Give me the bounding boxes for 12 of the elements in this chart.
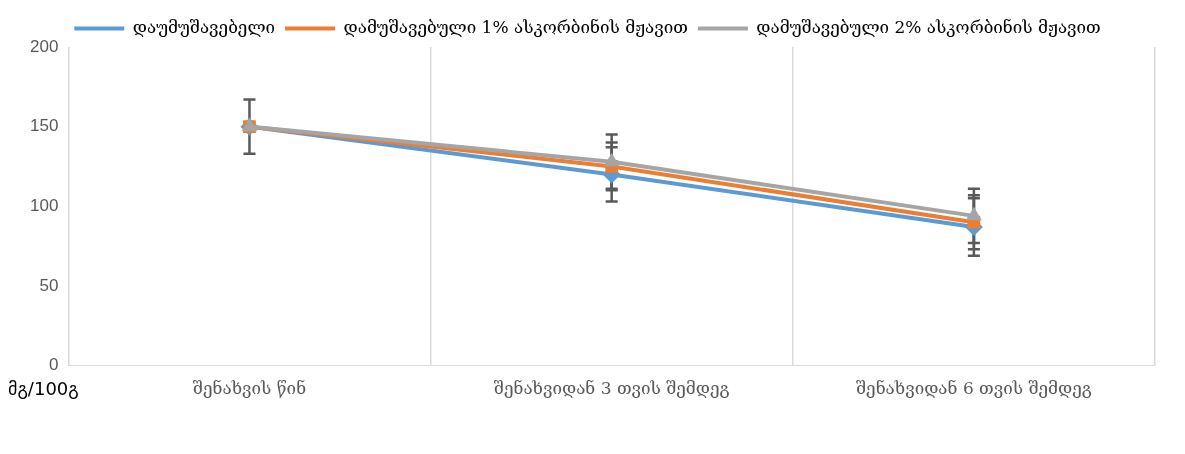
y-tick-label: 100 xyxy=(29,195,59,215)
legend-label: დაუმუშავებელი xyxy=(132,16,276,37)
y-axis-title: მგ/100გ xyxy=(8,378,79,399)
y-tick-label: 150 xyxy=(29,116,59,136)
legend-label: დამუშავებული 2% ასკორბინის მჟავით xyxy=(756,16,1101,37)
y-tick-label: 200 xyxy=(29,36,59,56)
x-tick-label: შენახვიდან 6 თვის შემდეგ xyxy=(856,378,1092,399)
y-tick-label: 50 xyxy=(39,275,59,295)
x-tick-label: შენახვის წინ xyxy=(192,378,307,399)
x-tick-label: შენახვიდან 3 თვის შემდეგ xyxy=(493,378,730,399)
y-tick-label: 0 xyxy=(48,355,59,375)
legend-label: დამუშავებული 1% ასკორბინის მჟავით xyxy=(343,16,688,37)
